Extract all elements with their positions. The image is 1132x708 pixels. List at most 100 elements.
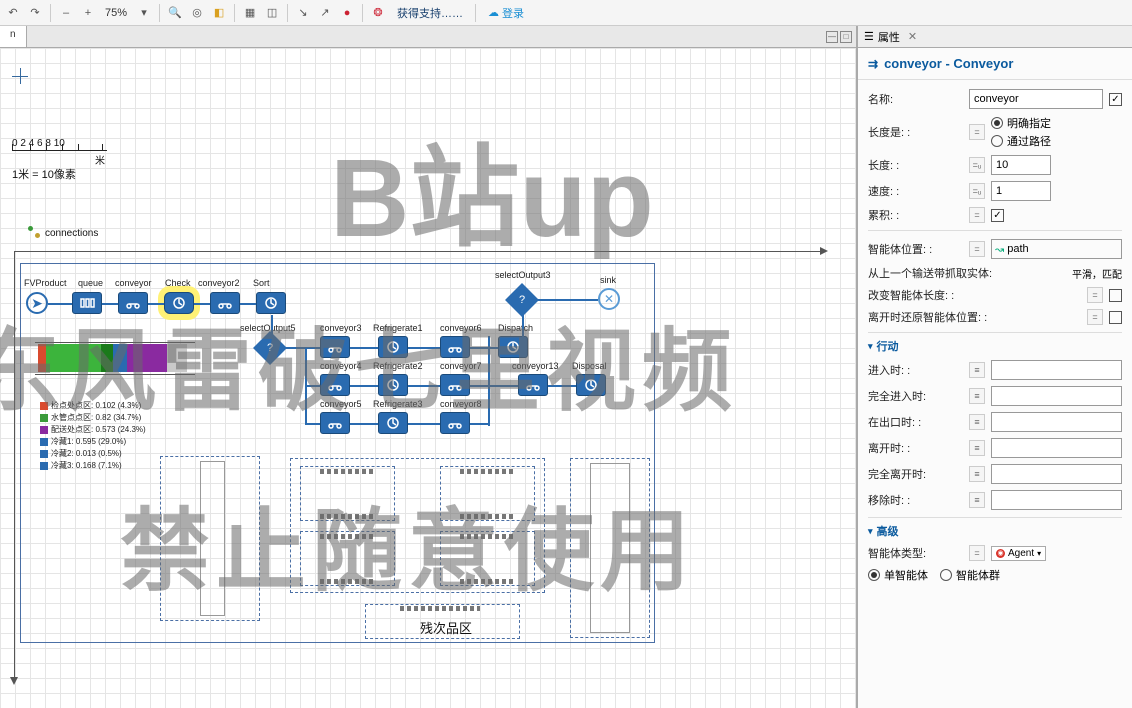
dispatch-block[interactable] (498, 336, 528, 358)
onenter-input[interactable] (991, 360, 1122, 380)
queue-block[interactable] (72, 292, 102, 314)
code-icon[interactable]: ≡ (969, 414, 985, 430)
code-icon[interactable]: ≡ (969, 388, 985, 404)
conveyor6-block[interactable] (440, 336, 470, 358)
advanced-section[interactable]: 高级 (868, 517, 1122, 542)
tb-layout-icon[interactable]: ◫ (263, 4, 281, 22)
tb-step2-icon[interactable]: ↗ (316, 4, 334, 22)
tb-undo-icon[interactable]: ↶ (4, 4, 22, 22)
accum-checkbox[interactable]: ✓ (991, 209, 1004, 222)
length-explicit-radio[interactable]: 明确指定 (991, 115, 1051, 131)
tb-step-icon[interactable]: ↘ (294, 4, 312, 22)
path-field[interactable]: ↝ path (991, 239, 1122, 259)
origin-crosshair (12, 68, 28, 84)
stacked-histogram (38, 344, 187, 372)
tb-zoomout-icon[interactable]: – (57, 4, 75, 22)
conveyor-block[interactable] (118, 292, 148, 314)
conveyor4-block[interactable] (320, 374, 350, 396)
properties-tab[interactable]: ☰ 属性 ✕ (858, 26, 1132, 48)
agent-group-radio[interactable]: 智能体群 (940, 567, 1000, 583)
onexit-input[interactable] (991, 412, 1122, 432)
block-label: sink (600, 275, 616, 285)
show-name-checkbox[interactable]: ✓ (1109, 93, 1122, 106)
grab-label: 从上一个输送带抓取实体: (868, 265, 1066, 281)
tb-target-icon[interactable]: ◎ (188, 4, 206, 22)
block-label: Sort (253, 278, 270, 288)
connections-label: connections (45, 228, 98, 239)
disposal-block[interactable] (576, 374, 606, 396)
tb-brk-icon[interactable]: ● (338, 4, 356, 22)
login-link[interactable]: ☁登录 (482, 5, 530, 21)
onfullenter-input[interactable] (991, 386, 1122, 406)
refrigerate2-block[interactable] (378, 374, 408, 396)
conveyor7-block[interactable] (440, 374, 470, 396)
block-label: conveyor8 (440, 399, 482, 409)
code-icon[interactable]: ≡ (969, 466, 985, 482)
block-label: FVProduct (24, 278, 67, 288)
tb-color-icon[interactable]: ◧ (210, 4, 228, 22)
block-label: Refrigerate2 (373, 361, 423, 371)
speed-input[interactable] (991, 181, 1051, 201)
length-path-radio[interactable]: 通过路径 (991, 133, 1051, 149)
code-icon[interactable]: ≡ (969, 440, 985, 456)
eq-icon[interactable]: = (969, 207, 985, 223)
tb-zoomin-icon[interactable]: + (79, 4, 97, 22)
name-input[interactable] (969, 89, 1103, 109)
conveyor8-block[interactable] (440, 412, 470, 434)
block-label: queue (78, 278, 103, 288)
eq-icon[interactable]: = (1087, 287, 1103, 303)
block-label: selectOutput3 (495, 270, 551, 280)
grab-value[interactable]: 平滑，匹配 (1072, 266, 1122, 281)
editor-tab[interactable]: n (0, 26, 27, 47)
tb-redo-icon[interactable]: ↷ (26, 4, 44, 22)
changelen-checkbox[interactable] (1109, 289, 1122, 302)
zoom-display[interactable]: 75% (101, 7, 131, 19)
code-icon[interactable]: ≡ (969, 362, 985, 378)
cloud-icon: ☁ (488, 6, 499, 19)
tb-grid-icon[interactable]: ▦ (241, 4, 259, 22)
agent-type-select[interactable]: ◉Agent▾ (991, 546, 1046, 561)
source-block[interactable]: ➤ (26, 292, 48, 314)
minimize-icon[interactable]: — (826, 31, 838, 43)
code-icon[interactable]: ≡ (969, 492, 985, 508)
tb-search-icon[interactable]: 🔍 (166, 4, 184, 22)
onfullleave-input[interactable] (991, 464, 1122, 484)
maximize-icon[interactable]: □ (840, 31, 852, 43)
onremove-input[interactable] (991, 490, 1122, 510)
refrigerate3-block[interactable] (378, 412, 408, 434)
restore-checkbox[interactable] (1109, 311, 1122, 324)
check-block[interactable] (164, 292, 194, 314)
sort-block[interactable] (256, 292, 286, 314)
conveyor5-block[interactable] (320, 412, 350, 434)
eq-icon[interactable]: = (969, 124, 985, 140)
eq-icon[interactable]: =ᵤ (969, 157, 985, 173)
editor-tabs: n — □ (0, 26, 856, 48)
eq-icon[interactable]: =ᵤ (969, 183, 985, 199)
onleave-input[interactable] (991, 438, 1122, 458)
block-label: conveyor13 (512, 361, 559, 371)
eq-icon[interactable]: = (969, 545, 985, 561)
conveyor3-block[interactable] (320, 336, 350, 358)
close-icon[interactable]: ✕ (908, 30, 917, 43)
eq-icon[interactable]: = (1087, 309, 1103, 325)
main-toolbar: ↶ ↷ – + 75% ▾ 🔍 ◎ ◧ ▦ ◫ ↘ ↗ ● ❂ 获得支持…… ☁… (0, 0, 1132, 26)
length-input[interactable] (991, 155, 1051, 175)
dot-strip (460, 534, 515, 539)
single-agent-radio[interactable]: 单智能体 (868, 567, 928, 583)
conveyor13-block[interactable] (518, 374, 548, 396)
refrigerate1-block[interactable] (378, 336, 408, 358)
conveyor2-block[interactable] (210, 292, 240, 314)
lengthis-label: 长度是: : (868, 124, 963, 140)
y-axis (14, 251, 15, 681)
properties-icon: ☰ (864, 30, 874, 43)
tb-dropdown-icon[interactable]: ▾ (135, 4, 153, 22)
sink-block[interactable]: ✕ (598, 288, 620, 310)
tb-help-icon[interactable]: ❂ (369, 4, 387, 22)
support-link[interactable]: 获得支持…… (391, 5, 469, 21)
onremove-label: 移除时: : (868, 492, 963, 508)
eq-icon[interactable]: = (969, 241, 985, 257)
block-label: conveyor6 (440, 323, 482, 333)
model-canvas[interactable]: B站up 东风雷破七里视频 禁止随意使用 0 2 4 6 8 10 米 1米 =… (0, 48, 856, 708)
layout-slot (440, 466, 535, 521)
actions-section[interactable]: 行动 (868, 332, 1122, 357)
